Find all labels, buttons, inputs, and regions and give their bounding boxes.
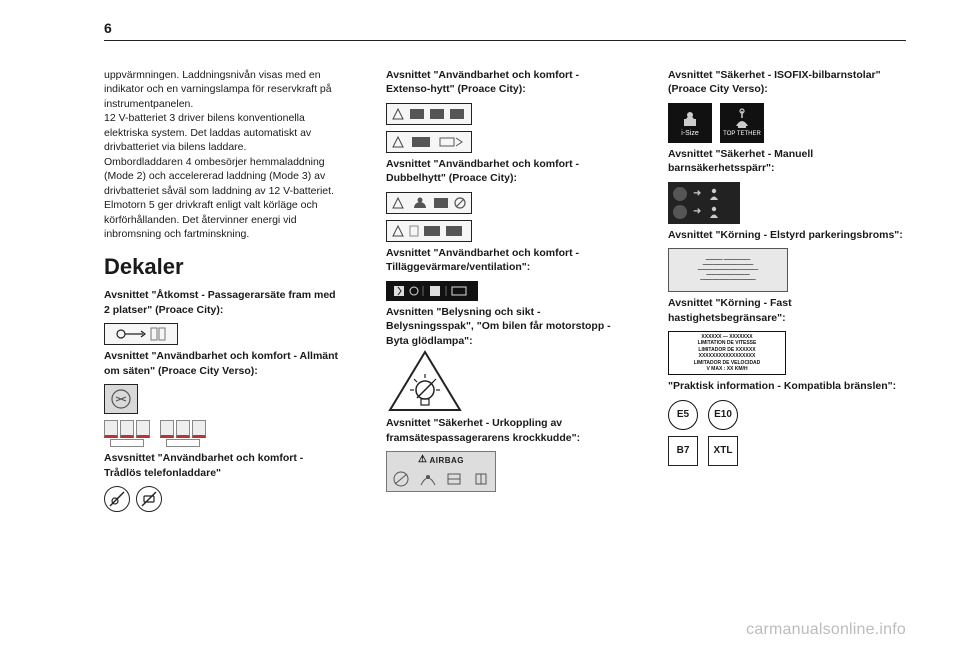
col3-bold-1: Avsnittet "Säkerhet - ISOFIX-bilbarnstol… bbox=[668, 68, 906, 97]
heater-icon bbox=[386, 281, 478, 301]
airbag-text: AIRBAG bbox=[429, 455, 464, 466]
dubbelhytt-icon-a bbox=[386, 192, 472, 214]
col2-bold-4: Avsnitten "Belysning och sikt - Belysnin… bbox=[386, 305, 624, 348]
childlock-person-2-icon bbox=[707, 205, 721, 219]
col1-bold-1: Avsnittet "Åtkomst - Passagerarsäte fram… bbox=[104, 288, 342, 317]
col2-bold-2: Avsnittet "Användbarhet och komfort - Du… bbox=[386, 157, 624, 186]
airbag-step4-icon bbox=[470, 470, 492, 488]
airbag-step1-icon bbox=[390, 470, 412, 488]
no-key-icon bbox=[104, 486, 130, 512]
col2-bold-3: Avsnittet "Användbarhet och komfort - Ti… bbox=[386, 246, 624, 275]
parking-brake-icon-row: ━━━━━━━ ━━━━━━━━━━━ ━━━━━━━━━━━━━━━━━━━━… bbox=[668, 248, 906, 292]
col3-bold-3: Avsnittet "Körning - Elstyrd parkeringsb… bbox=[668, 228, 906, 242]
childlock-dot-1 bbox=[673, 187, 687, 201]
childlock-person-1-icon bbox=[707, 187, 721, 201]
fuel-row-2: B7 XTL bbox=[668, 436, 906, 466]
warning-triangle-icon: ⚠ bbox=[418, 453, 427, 467]
speed-limiter-icon-row: XXXXXX — XXXXXXX LIMITATION DE VITESSE L… bbox=[668, 331, 906, 375]
airbag-icons-row bbox=[387, 468, 495, 491]
airbag-step2-icon bbox=[417, 470, 439, 488]
airbag-warning-label: ⚠ AIRBAG bbox=[386, 451, 496, 492]
icon-seat-general-1 bbox=[104, 384, 342, 414]
fuel-e10: E10 bbox=[708, 400, 738, 430]
icon-dubbelhytt-2 bbox=[386, 220, 624, 242]
top-tether-icon: TOP TETHER bbox=[720, 103, 764, 143]
fuel-xtl: XTL bbox=[708, 436, 738, 466]
childlock-row-1: ➜ bbox=[673, 187, 733, 201]
col3-bold-2: Avsnittet "Säkerhet - Manuell barnsäkerh… bbox=[668, 147, 906, 176]
page-number: 6 bbox=[104, 20, 112, 36]
icon-dubbelhytt-1 bbox=[386, 192, 624, 214]
arrow-right-icon-2: ➜ bbox=[693, 205, 701, 219]
fuel-row-1: E5 E10 bbox=[668, 400, 906, 430]
col2-bold-5: Avsnittet "Säkerhet - Urkoppling av fram… bbox=[386, 416, 624, 445]
childlock-label: ➜ ➜ bbox=[668, 182, 740, 224]
bulb-warning-triangle bbox=[386, 348, 464, 416]
col3-bold-5: "Praktisk information - Kompatibla bräns… bbox=[668, 379, 906, 393]
fuel-e5: E5 bbox=[668, 400, 698, 430]
childlock-row-2: ➜ bbox=[673, 205, 733, 219]
airbag-label-row: ⚠ AIRBAG bbox=[386, 451, 624, 492]
airbag-title: ⚠ AIRBAG bbox=[387, 452, 495, 468]
column-3: Avsnittet "Säkerhet - ISOFIX-bilbarnstol… bbox=[668, 68, 906, 516]
columns: uppvärmningen. Laddningsnivån visas med … bbox=[104, 68, 906, 516]
icon-passenger-seat bbox=[104, 323, 342, 345]
icon-wireless-charger bbox=[104, 486, 342, 512]
col2-bold-1: Avsnittet "Användbarhet och komfort - Ex… bbox=[386, 68, 624, 97]
page: 6 uppvärmningen. Laddningsnivån visas me… bbox=[0, 0, 960, 649]
extenso-icon-b bbox=[386, 131, 472, 153]
airbag-step3-icon bbox=[443, 470, 465, 488]
icon-extenso-1 bbox=[386, 103, 624, 125]
isize-label: i-Size bbox=[681, 129, 699, 139]
heading-dekaler: Dekaler bbox=[104, 252, 342, 282]
icon-extenso-2 bbox=[386, 131, 624, 153]
parking-brake-label: ━━━━━━━ ━━━━━━━━━━━ ━━━━━━━━━━━━━━━━━━━━… bbox=[668, 248, 788, 292]
childlock-dot-2 bbox=[673, 205, 687, 219]
no-card-icon bbox=[136, 486, 162, 512]
col3-bold-4: Avsnittet "Körning - Fast hastighetsbegr… bbox=[668, 296, 906, 325]
isofix-icons: i-Size TOP TETHER bbox=[668, 103, 906, 143]
extenso-icon-a bbox=[386, 103, 472, 125]
dubbelhytt-icon-b bbox=[386, 220, 472, 242]
col1-body: uppvärmningen. Laddningsnivån visas med … bbox=[104, 68, 342, 242]
col1-bold-2: Avsnittet "Användbarhet och komfort - Al… bbox=[104, 349, 342, 378]
icon-heater bbox=[386, 281, 624, 301]
seat-cluster-1 bbox=[104, 420, 150, 447]
column-2: Avsnittet "Användbarhet och komfort - Ex… bbox=[386, 68, 624, 516]
seat-cluster-2 bbox=[160, 420, 206, 447]
seat-caution-icon bbox=[104, 384, 138, 414]
isize-icon: i-Size bbox=[668, 103, 712, 143]
column-1: uppvärmningen. Laddningsnivån visas med … bbox=[104, 68, 342, 516]
watermark: carmanualsonline.info bbox=[746, 621, 906, 639]
speed-limiter-label: XXXXXX — XXXXXXX LIMITATION DE VITESSE L… bbox=[668, 331, 786, 375]
top-divider bbox=[104, 40, 906, 41]
childlock-icon-row: ➜ ➜ bbox=[668, 182, 906, 224]
top-tether-label: TOP TETHER bbox=[723, 130, 761, 138]
fuel-b7: B7 bbox=[668, 436, 698, 466]
arrow-right-icon: ➜ bbox=[693, 187, 701, 201]
speedlim-line-5: V MAX : XX KM/H bbox=[706, 366, 747, 373]
icon-seat-general-2 bbox=[104, 420, 342, 447]
col1-bold-3: Asvsnittet "Användbarhet och komfort - T… bbox=[104, 451, 342, 480]
seat-access-icon bbox=[104, 323, 178, 345]
